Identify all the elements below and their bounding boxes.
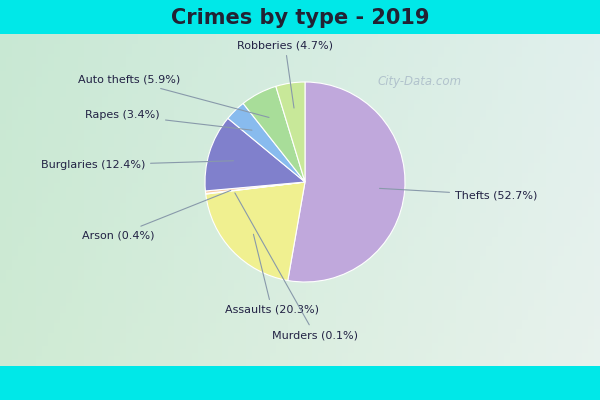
- Text: Thefts (52.7%): Thefts (52.7%): [380, 188, 538, 200]
- Wedge shape: [205, 182, 305, 194]
- Text: Auto thefts (5.9%): Auto thefts (5.9%): [78, 75, 269, 118]
- Text: Robberies (4.7%): Robberies (4.7%): [237, 40, 333, 108]
- Wedge shape: [206, 182, 305, 280]
- Text: Murders (0.1%): Murders (0.1%): [235, 193, 358, 340]
- Text: Arson (0.4%): Arson (0.4%): [83, 190, 231, 240]
- Wedge shape: [206, 182, 305, 194]
- Text: Crimes by type - 2019: Crimes by type - 2019: [171, 8, 429, 28]
- Text: City-Data.com: City-Data.com: [378, 75, 462, 88]
- Text: Rapes (3.4%): Rapes (3.4%): [85, 110, 252, 130]
- Text: Burglaries (12.4%): Burglaries (12.4%): [41, 160, 233, 170]
- Wedge shape: [228, 104, 305, 182]
- Text: Assaults (20.3%): Assaults (20.3%): [225, 234, 319, 315]
- Wedge shape: [243, 86, 305, 182]
- Wedge shape: [288, 82, 405, 282]
- Wedge shape: [205, 118, 305, 191]
- Wedge shape: [276, 82, 305, 182]
